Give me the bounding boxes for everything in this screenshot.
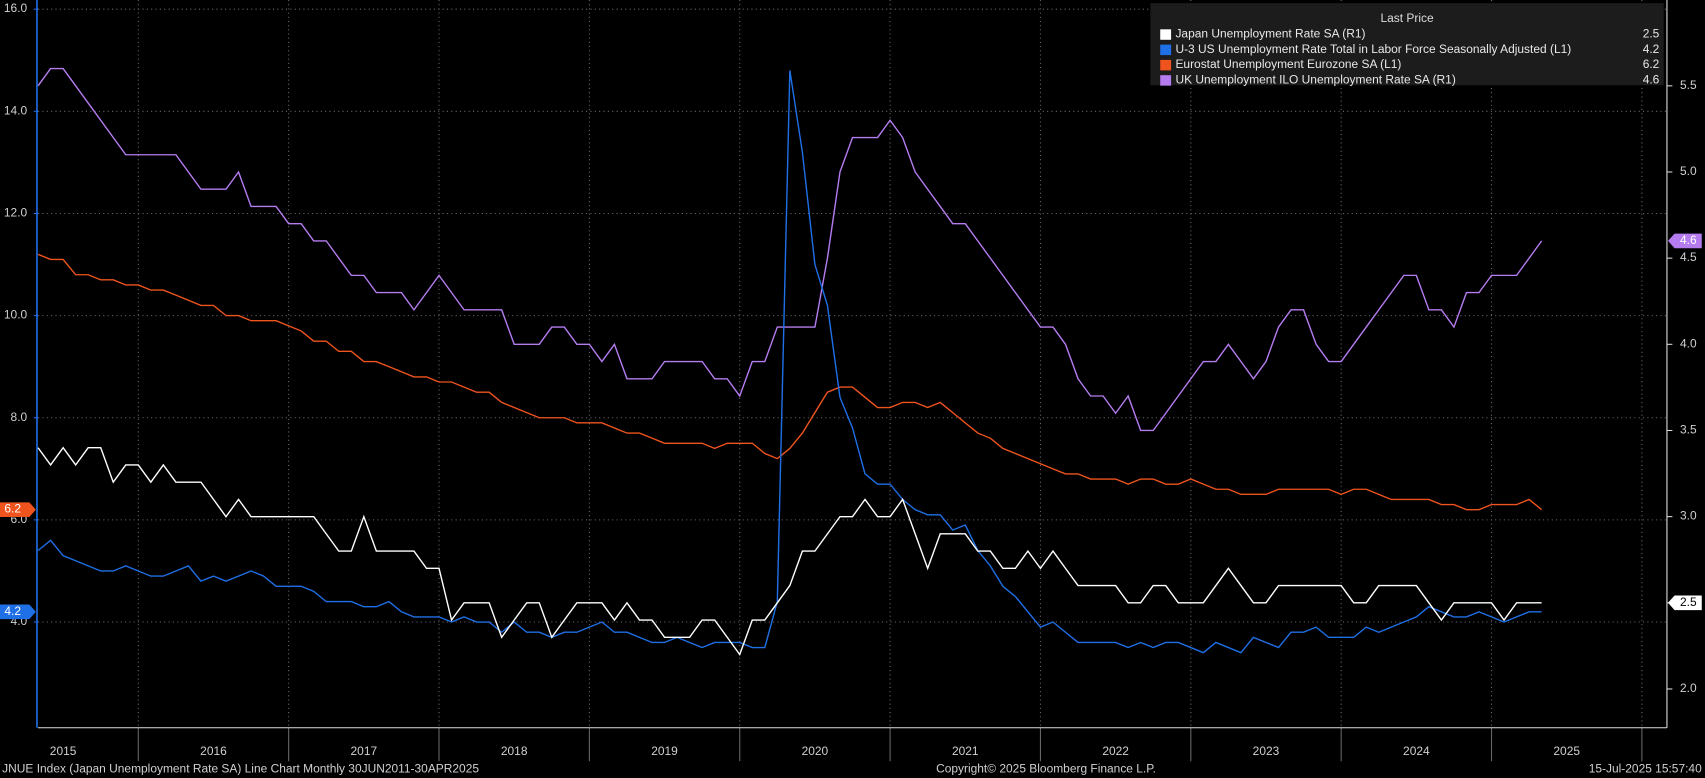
legend-label: Japan Unemployment Rate SA (R1) [1175,28,1365,41]
x-tick-label: 2017 [351,745,378,758]
y-tick-label: 10.0 [4,309,28,322]
legend-swatch [1160,29,1172,40]
footer-center: Copyright© 2025 Bloomberg Finance L.P. [936,763,1156,776]
y2-tick-label: 4.5 [1680,251,1697,264]
legend-label: Eurostat Unemployment Eurozone SA (L1) [1175,58,1401,71]
value-tag-label: 6.2 [4,503,21,516]
x-tick-label: 2016 [200,745,227,758]
legend-title: Last Price [1380,12,1433,25]
x-tick-label: 2024 [1403,745,1430,758]
x-tick-label: 2020 [802,745,829,758]
y-tick-label: 8.0 [11,411,28,424]
series-line [37,67,1543,432]
footer-right: 15-Jul-2025 15:57:40 [1589,763,1702,776]
value-tag-label: 2.5 [1680,596,1697,609]
legend-label: UK Unemployment ILO Unemployment Rate SA… [1175,74,1455,87]
legend-last-price: 2.5 [1643,28,1660,41]
value-tag [0,502,36,518]
legend-swatch [1160,75,1172,86]
y-tick-label: 12.0 [4,207,28,220]
series-line [37,70,1542,654]
legend-last-price: 6.2 [1643,58,1660,71]
y2-tick-label: 5.5 [1680,79,1697,92]
x-tick-label: 2015 [50,745,77,758]
x-tick-label: 2018 [501,745,528,758]
legend-last-price: 4.2 [1643,43,1660,56]
legend-swatch [1160,44,1172,56]
y2-tick-label: 3.0 [1680,510,1697,523]
value-tag-label: 4.6 [1680,234,1697,247]
x-tick-label: 2022 [1102,745,1129,758]
y2-tick-label: 5.0 [1680,165,1697,178]
y-tick-label: 14.0 [4,105,28,118]
legend-last-price: 4.6 [1643,74,1660,87]
value-tag-label: 4.2 [4,605,21,618]
footer-left: JNUE Index (Japan Unemployment Rate SA) … [2,763,479,776]
x-tick-label: 2025 [1553,745,1580,758]
x-tick-label: 2019 [651,745,678,758]
y-tick-label: 16.0 [4,2,28,15]
legend-label: U-3 US Unemployment Rate Total in Labor … [1175,43,1571,56]
series-line [37,446,1542,656]
y2-tick-label: 4.0 [1680,338,1697,351]
y2-tick-label: 2.0 [1680,682,1697,695]
value-tag [0,604,36,620]
y2-tick-label: 3.5 [1680,424,1697,437]
legend-swatch [1160,59,1172,71]
legend: Last Price Japan Unemployment Rate SA (R1… [1150,3,1664,87]
value-tag [1668,595,1702,611]
series-line [37,253,1543,511]
x-tick-label: 2021 [952,745,979,758]
x-tick-label: 2023 [1253,745,1280,758]
legend-box [1150,3,1664,86]
value-tag [1668,233,1702,249]
